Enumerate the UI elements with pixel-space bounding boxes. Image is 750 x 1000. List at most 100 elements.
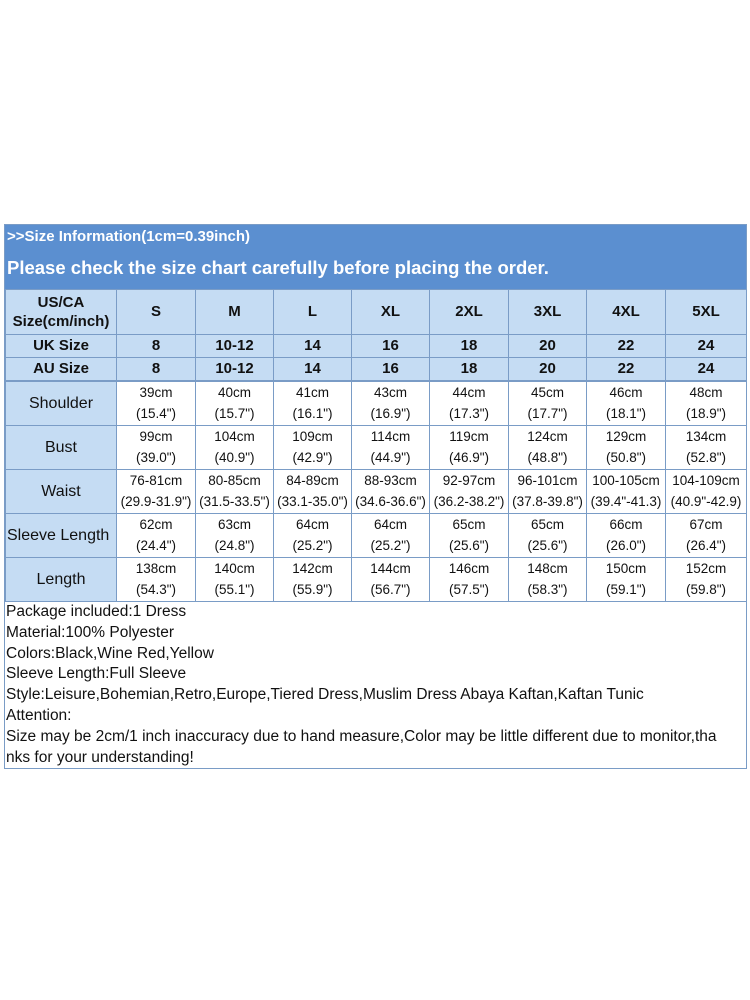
size-check-notice: Please check the size chart carefully be… (7, 257, 549, 278)
bust-cell: 99cm (39.0") (116, 425, 196, 470)
inch-value: (17.3") (448, 406, 490, 421)
length-cell: 152cm (59.8") (665, 557, 747, 602)
uk-size-row: UK Size 8 10-12 14 16 18 20 22 24 (5, 334, 747, 358)
sleeve-length-cell: 65cm (25.6") (429, 513, 509, 558)
uk-size-cell: 14 (273, 334, 352, 358)
cm-value: 62cm (139, 517, 173, 532)
length-cell: 140cm (55.1") (195, 557, 274, 602)
shoulder-cell: 39cm (15.4") (116, 381, 196, 426)
cm-value: 44cm (452, 385, 486, 400)
length-cell: 144cm (56.7") (351, 557, 430, 602)
size-info-title: >>Size Information(1cm=0.39inch) (7, 228, 250, 245)
shoulder-cell: 46cm (18.1") (586, 381, 666, 426)
length-label: Length (5, 557, 117, 602)
cm-value: 124cm (527, 429, 568, 444)
shoulder-row: Shoulder 39cm (15.4") 40cm (15.7") 41cm (16.1"… (5, 381, 747, 426)
cm-value: 48cm (689, 385, 723, 400)
cm-value: 96-101cm (517, 473, 578, 488)
inch-value: (59.1") (605, 582, 647, 597)
cm-value: 65cm (530, 517, 564, 532)
bust-cell: 109cm (42.9") (273, 425, 352, 470)
inch-value: (31.5-33.5") (199, 494, 270, 509)
inch-value: (25.6") (448, 538, 490, 553)
inch-value: (16.1") (292, 406, 333, 421)
inch-value: (29.9-31.9") (120, 494, 192, 509)
waist-cell: 80-85cm (31.5-33.5") (195, 469, 274, 514)
bust-cell: 124cm (48.8") (508, 425, 587, 470)
inch-value: (39.0") (135, 450, 177, 465)
cm-value: 46cm (609, 385, 643, 400)
bust-cell: 129cm (50.8") (586, 425, 666, 470)
cm-value: 64cm (373, 517, 407, 532)
au-size-cell: 8 (116, 357, 196, 381)
inch-value: (25.2") (292, 538, 333, 553)
inch-value: (40.9") (214, 450, 255, 465)
cm-value: 84-89cm (286, 473, 339, 488)
cm-value: 39cm (139, 385, 173, 400)
inch-value: (26.4") (685, 538, 727, 553)
size-header-row: US/CA Size(cm/inch) S M L XL 2XL 3XL 4XL… (5, 289, 747, 335)
au-size-cell: 14 (273, 357, 352, 381)
size-header-cell: 4XL (586, 289, 666, 335)
size-header-cell: S (116, 289, 196, 335)
uk-size-cell: 16 (351, 334, 430, 358)
material-info: Material:100% Polyester (6, 623, 174, 641)
sleeve-length-cell: 64cm (25.2") (273, 513, 352, 558)
corner-label-line1: US/CA (37, 294, 85, 311)
sleeve-length-cell: 64cm (25.2") (351, 513, 430, 558)
cm-value: 63cm (217, 517, 251, 532)
corner-label-line2: Size(cm/inch) (12, 313, 110, 330)
package-info: Package included:1 Dress (6, 603, 187, 620)
uk-size-cell: 8 (116, 334, 196, 358)
inch-value: (15.7") (214, 406, 255, 421)
cm-value: 148cm (527, 561, 568, 576)
length-cell: 138cm (54.3") (116, 557, 196, 602)
inch-value: (36.2-38.2") (433, 494, 505, 509)
size-header-cell: 3XL (508, 289, 587, 335)
cm-value: 150cm (605, 561, 647, 576)
inch-value: (56.7") (370, 582, 411, 597)
inch-value: (40.9"-42.9) (670, 494, 742, 509)
au-size-cell: 22 (586, 357, 666, 381)
length-cell: 150cm (59.1") (586, 557, 666, 602)
cm-value: 138cm (135, 561, 177, 576)
bust-cell: 114cm (44.9") (351, 425, 430, 470)
size-table: US/CA Size(cm/inch) S M L XL 2XL 3XL 4XL… (5, 289, 747, 381)
attention-label: Attention: (6, 706, 72, 724)
au-size-row: AU Size 8 10-12 14 16 18 20 22 24 (5, 357, 747, 381)
accuracy-note-line1: Size may be 2cm/1 inch inaccuracy due to… (6, 727, 717, 745)
bust-label: Bust (5, 425, 117, 470)
size-header-cell: XL (351, 289, 430, 335)
cm-value: 119cm (449, 429, 489, 444)
size-info-banner: >>Size Information(1cm=0.39inch) Please … (5, 225, 746, 289)
au-size-cell: 10-12 (195, 357, 274, 381)
uk-size-cell: 20 (508, 334, 587, 358)
waist-cell: 104-109cm (40.9"-42.9) (665, 469, 747, 514)
cm-value: 109cm (292, 429, 333, 444)
inch-value: (39.4"-41.3) (590, 494, 662, 509)
inch-value: (59.8") (685, 582, 727, 597)
cm-value: 45cm (530, 385, 564, 400)
inch-value: (46.9") (448, 450, 490, 465)
uk-size-cell: 10-12 (195, 334, 274, 358)
shoulder-cell: 45cm (17.7") (508, 381, 587, 426)
length-cell: 142cm (55.9") (273, 557, 352, 602)
cm-value: 140cm (214, 561, 255, 576)
cm-value: 92-97cm (442, 473, 496, 488)
inch-value: (18.1") (605, 406, 647, 421)
uk-size-cell: 22 (586, 334, 666, 358)
shoulder-label: Shoulder (5, 381, 117, 426)
size-header-cell: L (273, 289, 352, 335)
cm-value: 64cm (295, 517, 329, 532)
cm-value: 88-93cm (364, 473, 417, 488)
bust-cell: 104cm (40.9") (195, 425, 274, 470)
inch-value: (26.0") (605, 538, 647, 553)
sleeve-length-cell: 62cm (24.4") (116, 513, 196, 558)
inch-value: (33.1-35.0") (277, 494, 348, 509)
uk-size-cell: 18 (429, 334, 509, 358)
accuracy-note-line2: nks for your understanding! (6, 748, 194, 766)
bust-cell: 119cm (46.9") (429, 425, 509, 470)
length-cell: 148cm (58.3") (508, 557, 587, 602)
waist-cell: 84-89cm (33.1-35.0") (273, 469, 352, 514)
cm-value: 104cm (214, 429, 255, 444)
